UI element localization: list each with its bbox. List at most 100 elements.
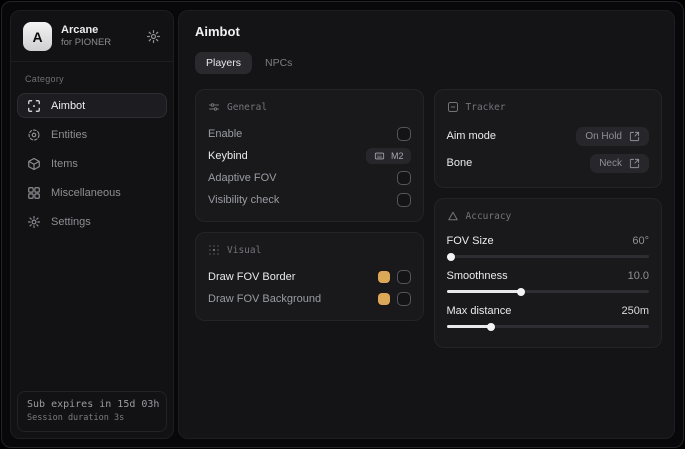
- setting-label: Draw FOV Border: [208, 270, 296, 283]
- aim-mode-value: On Hold: [585, 130, 622, 142]
- tab-players[interactable]: Players: [195, 52, 253, 74]
- visibility-check-checkbox[interactable]: [396, 192, 411, 207]
- keyboard-icon: [373, 151, 386, 161]
- sidebar-item-items[interactable]: Items: [17, 151, 167, 176]
- main-panel: Aimbot Players NPCs: [178, 10, 675, 439]
- setting-label: FOV Size: [446, 235, 494, 247]
- session-duration-text: Session duration 3s: [27, 413, 125, 423]
- app-logo: A: [23, 22, 52, 51]
- bone-dropdown[interactable]: Neck: [590, 153, 649, 173]
- accuracy-card: Accuracy FOV Size 60°: [433, 198, 662, 348]
- general-card: General Enable Keybind: [195, 89, 424, 222]
- visual-card-header: Visual: [208, 244, 411, 256]
- gear-icon: [27, 215, 41, 229]
- expand-icon: [629, 158, 640, 169]
- setting-label: Max distance: [446, 305, 512, 317]
- sidebar-nav: Category Aimbot Entities: [11, 62, 173, 385]
- page-title: Aimbot: [195, 24, 240, 39]
- card-title: General: [227, 101, 268, 113]
- row-controls: [377, 291, 411, 306]
- slider-handle[interactable]: [446, 252, 455, 261]
- slider-head: Smoothness 10.0: [447, 267, 650, 285]
- slider-fill: [446, 325, 492, 328]
- sidebar-item-label: Items: [51, 157, 78, 170]
- fov-border-color-swatch[interactable]: [377, 270, 390, 283]
- sidebar: A Arcane for PIONER Category: [10, 10, 174, 439]
- sidebar-item-label: Aimbot: [51, 99, 86, 112]
- draw-fov-border-checkbox[interactable]: [396, 269, 411, 284]
- setting-row-keybind: Keybind M2: [208, 145, 411, 166]
- fov-size-group: FOV Size 60°: [446, 232, 650, 261]
- fov-size-slider[interactable]: [446, 252, 649, 261]
- sidebar-item-settings[interactable]: Settings: [17, 209, 167, 234]
- app-name: Arcane: [61, 23, 99, 36]
- keybind-value: M2: [390, 150, 404, 161]
- tracker-card-header: Tracker: [447, 101, 650, 113]
- setting-label: Keybind: [208, 149, 248, 162]
- radar-icon: [27, 128, 41, 142]
- app-meta: Arcane for PIONER: [61, 24, 137, 50]
- enable-checkbox[interactable]: [396, 126, 411, 141]
- adaptive-fov-checkbox[interactable]: [396, 170, 411, 185]
- content-columns: General Enable Keybind: [195, 89, 662, 348]
- slider-handle[interactable]: [487, 322, 496, 331]
- sidebar-item-entities[interactable]: Entities: [17, 122, 167, 147]
- expand-icon: [629, 131, 640, 142]
- sidebar-header: A Arcane for PIONER: [11, 11, 173, 61]
- sidebar-item-label: Miscellaneous: [51, 186, 121, 199]
- sidebar-item-aimbot[interactable]: Aimbot: [17, 93, 167, 118]
- tracker-card: Tracker Aim mode On Hold: [433, 89, 662, 188]
- setting-row-aim-mode: Aim mode On Hold: [446, 123, 649, 149]
- setting-label: Smoothness: [446, 270, 508, 282]
- setting-label: Bone: [446, 157, 473, 169]
- card-title: Tracker: [465, 101, 506, 113]
- slider-head: FOV Size 60°: [447, 232, 650, 250]
- app-subtitle: for PIONER: [61, 37, 112, 49]
- setting-row-draw-fov-border: Draw FOV Border: [208, 266, 411, 287]
- setting-row-enable: Enable: [208, 123, 411, 144]
- sub-expires-text: Sub expires in 15d 03h: [27, 399, 160, 410]
- focus-dots-icon: [208, 244, 220, 256]
- crosshair-scan-icon: [27, 99, 41, 113]
- slider-head: Max distance 250m: [447, 302, 650, 320]
- smoothness-value: 10.0: [627, 270, 649, 282]
- fov-size-value: 60°: [632, 235, 649, 247]
- draw-fov-background-checkbox[interactable]: [396, 291, 411, 306]
- setting-row-draw-fov-background: Draw FOV Background: [208, 288, 411, 309]
- aim-mode-dropdown[interactable]: On Hold: [576, 126, 649, 146]
- box-icon: [27, 157, 41, 171]
- keybind-button[interactable]: M2: [365, 147, 411, 164]
- card-title: Accuracy: [465, 210, 512, 222]
- slider-fill: [446, 290, 522, 293]
- sidebar-item-label: Settings: [51, 215, 91, 228]
- subscription-info-box: Sub expires in 15d 03h Session duration …: [17, 391, 167, 432]
- tracker-frame-icon: [447, 101, 459, 113]
- sidebar-item-miscellaneous[interactable]: Miscellaneous: [17, 180, 167, 205]
- tab-bar: Players NPCs: [195, 52, 662, 74]
- accuracy-card-header: Accuracy: [447, 210, 650, 222]
- sidebar-item-label: Entities: [51, 128, 88, 141]
- row-controls: [377, 269, 411, 284]
- setting-row-visibility-check: Visibility check: [208, 189, 411, 210]
- slider-handle[interactable]: [517, 287, 526, 296]
- tab-npcs[interactable]: NPCs: [265, 57, 293, 69]
- setting-row-adaptive-fov: Adaptive FOV: [208, 167, 411, 188]
- grid-icon: [27, 186, 41, 200]
- sliders-icon: [208, 101, 220, 113]
- setting-label: Enable: [208, 127, 243, 140]
- card-title: Visual: [227, 244, 262, 256]
- setting-label: Visibility check: [208, 193, 280, 206]
- fov-background-color-swatch[interactable]: [377, 292, 390, 305]
- visual-card: Visual Draw FOV Border Draw FOV Backgrou…: [195, 232, 424, 321]
- smoothness-slider[interactable]: [446, 287, 649, 296]
- setting-label: Draw FOV Background: [208, 292, 322, 305]
- setting-label: Aim mode: [446, 130, 497, 142]
- triangle-icon: [447, 210, 459, 222]
- settings-gear-icon[interactable]: [146, 29, 161, 44]
- max-distance-slider[interactable]: [446, 322, 649, 331]
- smoothness-group: Smoothness 10.0: [446, 267, 650, 296]
- general-card-header: General: [208, 101, 411, 113]
- bone-value: Neck: [599, 157, 622, 169]
- max-distance-value: 250m: [621, 305, 649, 317]
